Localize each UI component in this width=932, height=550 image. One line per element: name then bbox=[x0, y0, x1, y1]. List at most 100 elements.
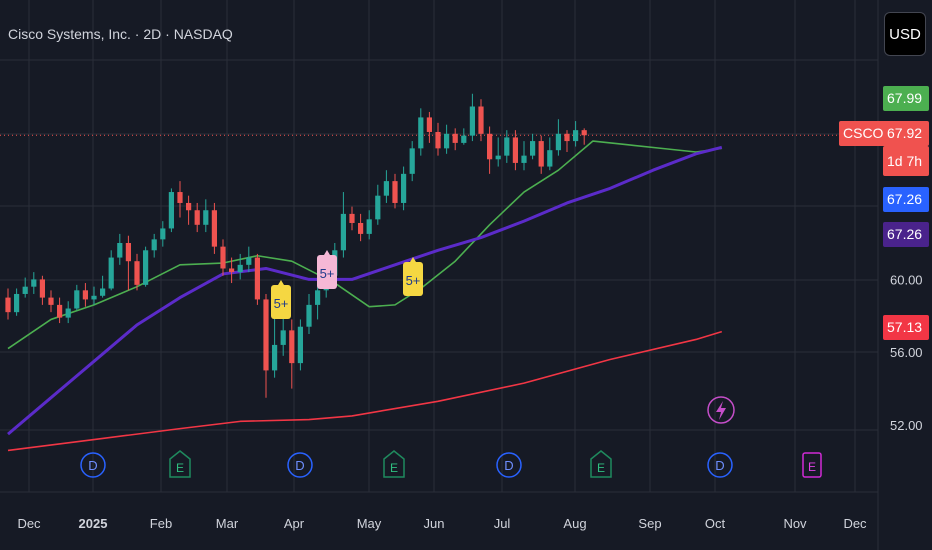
candle-body bbox=[14, 293, 20, 313]
candle-body bbox=[48, 297, 54, 305]
candle-body bbox=[521, 155, 527, 163]
candle-body bbox=[573, 130, 579, 142]
event-marker-pointer bbox=[410, 257, 416, 262]
dividend-icon-label: D bbox=[715, 458, 724, 473]
candle-body bbox=[246, 257, 252, 265]
earnings-icon-label: E bbox=[390, 461, 398, 475]
candle-body bbox=[220, 246, 226, 269]
candle-body bbox=[272, 344, 278, 371]
high-price-label: 67.99 bbox=[883, 86, 929, 111]
candle-body bbox=[555, 133, 561, 151]
x-tick-label: Mar bbox=[216, 516, 239, 531]
chart-title: Cisco Systems, Inc. · 2D · NASDAQ bbox=[8, 26, 233, 42]
x-tick-label: Aug bbox=[563, 516, 586, 531]
candle-body bbox=[538, 141, 544, 167]
x-tick-label: Dec bbox=[17, 516, 41, 531]
x-tick-label: Nov bbox=[783, 516, 807, 531]
candle-body bbox=[306, 304, 312, 327]
candle-body bbox=[375, 195, 381, 220]
candle-body bbox=[211, 210, 217, 247]
x-tick-label: 2025 bbox=[79, 516, 108, 531]
dividend-icon[interactable] bbox=[80, 452, 106, 478]
candle-body bbox=[82, 290, 88, 300]
x-tick-label: Sep bbox=[638, 516, 661, 531]
currency-button[interactable]: USD bbox=[884, 12, 926, 56]
candle-body bbox=[186, 202, 192, 211]
candle-body bbox=[254, 257, 260, 300]
earnings-icon-label: E bbox=[176, 461, 184, 475]
candle-body bbox=[495, 155, 501, 160]
x-tick-label: Dec bbox=[843, 516, 867, 531]
candle-body bbox=[358, 222, 364, 234]
candle-body bbox=[478, 106, 484, 134]
candle-body bbox=[22, 286, 28, 294]
x-tick-label: Jun bbox=[424, 516, 445, 531]
event-marker-pointer bbox=[324, 250, 330, 255]
dividend-icon-label: D bbox=[295, 458, 304, 473]
candle-body bbox=[426, 117, 432, 132]
candle-body bbox=[39, 279, 45, 298]
event-marker-label: 5+ bbox=[406, 273, 421, 288]
lightning-icon[interactable] bbox=[707, 396, 735, 424]
candle-body bbox=[168, 192, 174, 229]
candle-body bbox=[418, 117, 424, 149]
event-marker[interactable] bbox=[403, 262, 423, 296]
lightning-icon-glyph bbox=[716, 401, 726, 420]
ma-fast-price-label: 67.26 bbox=[883, 187, 929, 212]
candle-body bbox=[297, 326, 303, 364]
candle-body bbox=[469, 106, 475, 136]
candle-body bbox=[194, 210, 200, 225]
candle-body bbox=[280, 330, 286, 345]
candle-body bbox=[125, 243, 131, 262]
event-marker[interactable] bbox=[317, 255, 337, 289]
ma-line-2 bbox=[7, 145, 723, 436]
x-tick-label: Apr bbox=[284, 516, 305, 531]
candle-body bbox=[91, 295, 97, 300]
candle-body bbox=[263, 299, 269, 371]
x-tick-label: Jul bbox=[494, 516, 511, 531]
candle-body bbox=[65, 308, 71, 318]
earnings-icon[interactable] bbox=[590, 450, 612, 478]
candle-body bbox=[435, 131, 441, 149]
symbol-tag: CSCO bbox=[839, 121, 888, 146]
earnings-icon[interactable] bbox=[169, 450, 191, 478]
countdown-label: 1d 7h bbox=[883, 146, 929, 176]
candle-body bbox=[143, 250, 149, 285]
candle-body bbox=[487, 133, 493, 160]
event-marker-label: 5+ bbox=[274, 296, 289, 311]
event-marker[interactable] bbox=[271, 285, 291, 319]
ma-mid-price-label: 67.26 bbox=[883, 222, 929, 247]
candle-body bbox=[512, 137, 518, 163]
candle-body bbox=[547, 150, 553, 167]
last-price-label: 67.92 bbox=[883, 121, 929, 146]
earnings-upcoming-icon[interactable] bbox=[802, 452, 822, 478]
candle-body bbox=[151, 239, 157, 251]
candle-body bbox=[564, 133, 570, 142]
event-marker-label: 5+ bbox=[320, 266, 335, 281]
candle-body bbox=[203, 210, 209, 225]
x-tick-label: May bbox=[357, 516, 382, 531]
ma-line-1 bbox=[7, 140, 722, 350]
candle-body bbox=[409, 148, 415, 174]
y-tick-label: 60.00 bbox=[890, 272, 923, 287]
candle-body bbox=[383, 181, 389, 196]
candle-body bbox=[229, 268, 235, 273]
candle-body bbox=[315, 290, 321, 305]
dividend-icon[interactable] bbox=[707, 452, 733, 478]
candle-body bbox=[57, 304, 63, 318]
candle-body bbox=[5, 297, 11, 313]
earnings-icon[interactable] bbox=[383, 450, 405, 478]
candle-body bbox=[349, 213, 355, 223]
x-tick-label: Oct bbox=[705, 516, 726, 531]
candle-body bbox=[392, 181, 398, 203]
event-marker-pointer bbox=[278, 280, 284, 285]
candle-body bbox=[461, 135, 467, 143]
candle-body bbox=[581, 130, 587, 136]
candle-body bbox=[31, 279, 37, 287]
dividend-icon[interactable] bbox=[496, 452, 522, 478]
dividend-icon[interactable] bbox=[287, 452, 313, 478]
candle-body bbox=[74, 290, 80, 309]
candle-body bbox=[160, 228, 166, 240]
